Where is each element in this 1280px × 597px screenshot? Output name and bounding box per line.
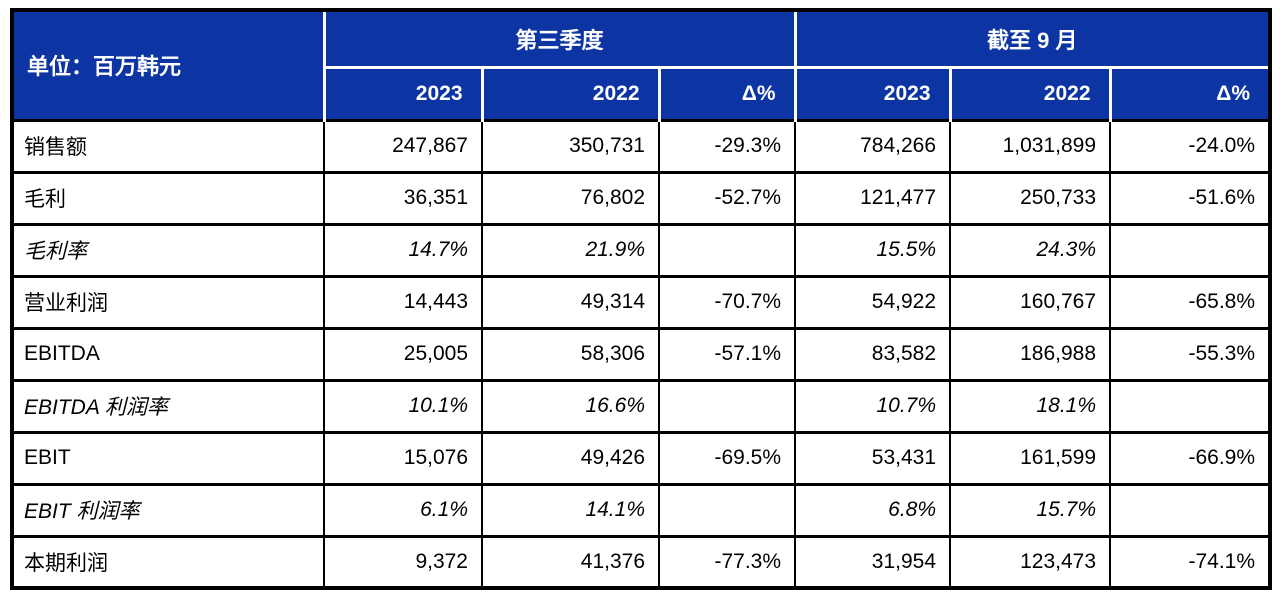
table-row-ebit-margin: EBIT 利润率 6.1% 14.1% 6.8% 15.7% (11, 482, 1272, 538)
row-label: 本期利润 (11, 534, 325, 590)
col-header-q3-2022: 2022 (480, 65, 661, 120)
table-row-gross-profit: 毛利 36,351 76,802 -52.7% 121,477 250,733 … (11, 170, 1272, 226)
financial-results-table: 单位：百万韩元 第三季度 截至 9 月 2023 2022 Δ% 2023 20… (10, 8, 1273, 590)
data-cell: 14.1% (481, 482, 660, 538)
row-label: 毛利 (11, 170, 325, 226)
unit-label: 单位：百万韩元 (10, 8, 326, 120)
data-cell: 15,076 (323, 430, 483, 486)
data-cell: -55.3% (1109, 326, 1272, 382)
data-cell: 83,582 (794, 326, 952, 382)
table-row-ebitda: EBITDA 25,005 58,306 -57.1% 83,582 186,9… (11, 326, 1272, 382)
header-year-row: 2023 2022 Δ% 2023 2022 Δ% (12, 65, 1272, 120)
data-cell: -57.1% (657, 326, 797, 382)
table-row-sales: 销售额 247,867 350,731 -29.3% 784,266 1,031… (11, 118, 1272, 174)
data-cell: 31,954 (794, 534, 952, 590)
row-label: EBITDA 利润率 (11, 378, 325, 434)
header-group-row: 单位：百万韩元 第三季度 截至 9 月 (10, 8, 1272, 120)
data-cell: -70.7% (657, 274, 797, 330)
data-cell: -69.5% (657, 430, 797, 486)
data-cell (657, 482, 797, 538)
table-row-gross-margin: 毛利率 14.7% 21.9% 15.5% 24.3% (11, 222, 1272, 278)
data-cell (1109, 378, 1272, 434)
data-cell: 784,266 (794, 118, 952, 174)
row-label: 毛利率 (11, 222, 325, 278)
data-cell: 24.3% (949, 222, 1112, 278)
data-cell: -66.9% (1109, 430, 1272, 486)
data-cell: 25,005 (323, 326, 483, 382)
data-cell: 21.9% (481, 222, 660, 278)
data-cell: 49,314 (481, 274, 660, 330)
data-cell: 36,351 (323, 170, 483, 226)
data-cell: 247,867 (323, 118, 483, 174)
row-label: EBITDA (11, 326, 325, 382)
data-cell: -24.0% (1109, 118, 1272, 174)
data-cell: 186,988 (949, 326, 1112, 382)
data-cell: 161,599 (949, 430, 1112, 486)
data-cell: -74.1% (1109, 534, 1272, 590)
col-header-ytd-delta: Δ% (1108, 65, 1272, 120)
row-label: 销售额 (11, 118, 325, 174)
data-cell: 14,443 (323, 274, 483, 330)
data-cell: -77.3% (657, 534, 797, 590)
data-cell: 250,733 (949, 170, 1112, 226)
data-cell (657, 222, 797, 278)
row-label: EBIT (11, 430, 325, 486)
col-header-q3-2023: 2023 (322, 65, 484, 120)
data-cell: 9,372 (323, 534, 483, 590)
data-cell: 14.7% (323, 222, 483, 278)
data-cell: 76,802 (481, 170, 660, 226)
data-cell: 41,376 (481, 534, 660, 590)
data-cell (1109, 482, 1272, 538)
col-header-ytd-2022: 2022 (948, 65, 1112, 120)
data-cell: -65.8% (1109, 274, 1272, 330)
data-cell: 10.1% (323, 378, 483, 434)
data-cell: -29.3% (657, 118, 797, 174)
data-cell: -51.6% (1109, 170, 1272, 226)
table-row-operating-profit: 营业利润 14,443 49,314 -70.7% 54,922 160,767… (11, 274, 1272, 330)
data-cell: 6.8% (794, 482, 952, 538)
data-cell: 350,731 (481, 118, 660, 174)
data-cell: 15.5% (794, 222, 952, 278)
data-cell: 53,431 (794, 430, 952, 486)
data-cell: 16.6% (481, 378, 660, 434)
data-cell: 6.1% (323, 482, 483, 538)
data-cell: 49,426 (481, 430, 660, 486)
col-header-ytd-2023: 2023 (793, 65, 952, 120)
data-cell: 10.7% (794, 378, 952, 434)
col-group-q3: 第三季度 (322, 8, 797, 69)
data-cell: 1,031,899 (949, 118, 1112, 174)
data-cell: 58,306 (481, 326, 660, 382)
data-cell: 121,477 (794, 170, 952, 226)
row-label: EBIT 利润率 (11, 482, 325, 538)
data-cell (1109, 222, 1272, 278)
data-cell: 160,767 (949, 274, 1112, 330)
row-label: 营业利润 (11, 274, 325, 330)
data-cell: -52.7% (657, 170, 797, 226)
data-cell (657, 378, 797, 434)
data-cell: 123,473 (949, 534, 1112, 590)
data-cell: 15.7% (949, 482, 1112, 538)
table-row-ebitda-margin: EBITDA 利润率 10.1% 16.6% 10.7% 18.1% (11, 378, 1272, 434)
col-group-ytd-september: 截至 9 月 (793, 8, 1272, 69)
data-cell: 54,922 (794, 274, 952, 330)
table-row-net-profit: 本期利润 9,372 41,376 -77.3% 31,954 123,473 … (11, 534, 1272, 590)
table-row-ebit: EBIT 15,076 49,426 -69.5% 53,431 161,599… (11, 430, 1272, 486)
col-header-q3-delta: Δ% (657, 65, 797, 120)
data-cell: 18.1% (949, 378, 1112, 434)
